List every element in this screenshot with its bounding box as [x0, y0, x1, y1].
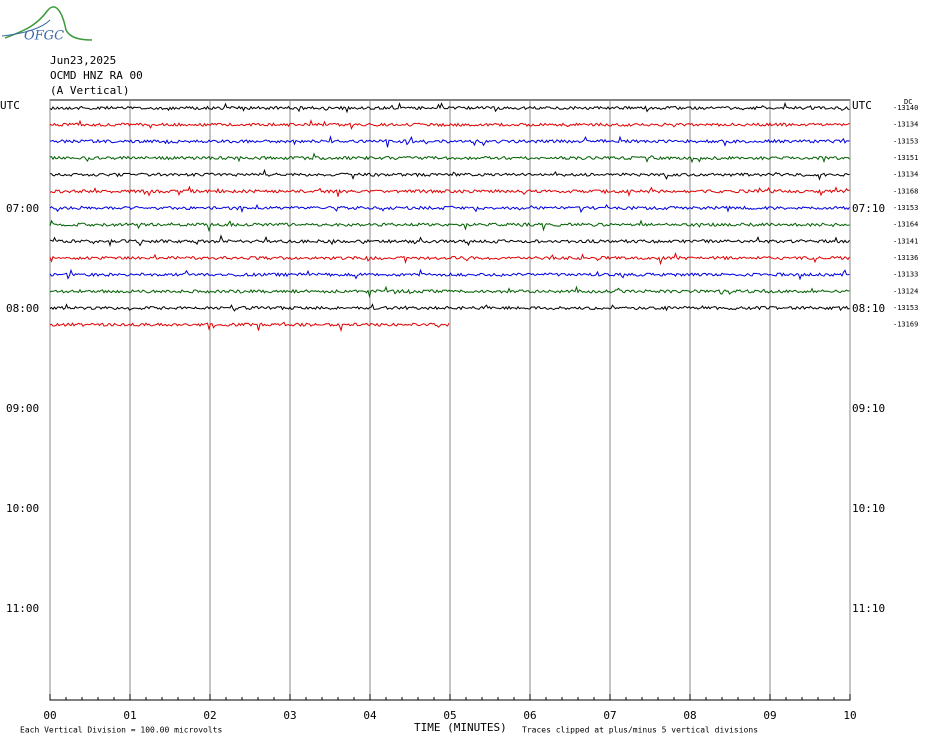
trace	[49, 203, 850, 214]
hour-label-right: 07:10	[852, 202, 885, 215]
clip-note: Traces clipped at plus/minus 5 vertical …	[522, 726, 758, 735]
trace-offset: -13151	[893, 154, 918, 162]
hour-label-left: 08:00	[6, 302, 39, 315]
x-tick-label: 01	[123, 709, 136, 722]
trace	[49, 135, 850, 148]
trace	[49, 303, 850, 312]
hour-label-left: UTC	[0, 99, 20, 112]
x-tick-label: 02	[203, 709, 216, 722]
hour-label-left: 10:00	[6, 502, 39, 515]
trace-offset: -13134	[893, 121, 918, 129]
trace-offset: -13153	[893, 137, 918, 145]
hour-label-right: 11:10	[852, 602, 885, 615]
hour-label-right: 09:10	[852, 402, 885, 415]
trace	[49, 268, 850, 281]
hour-label-right: 08:10	[852, 302, 885, 315]
dc-label: DC	[904, 98, 912, 106]
trace-offset: -13141	[893, 237, 918, 245]
logo-text: OFGC	[24, 29, 64, 44]
trace	[49, 234, 850, 247]
trace-offset: -13169	[893, 321, 918, 329]
trace	[49, 185, 850, 198]
trace	[49, 168, 850, 181]
hour-label-left: 07:00	[6, 202, 39, 215]
hour-label-left: 11:00	[6, 602, 39, 615]
trace-offset: -13153	[893, 304, 918, 312]
x-tick-label: 06	[523, 709, 536, 722]
x-tick-label: 09	[763, 709, 776, 722]
trace-offset: -13168	[893, 187, 918, 195]
x-tick-label: 05	[443, 709, 456, 722]
hour-label-right: 10:10	[852, 502, 885, 515]
trace-offset: -13153	[893, 204, 918, 212]
trace-offset: -13134	[893, 171, 918, 179]
logo-curve	[1, 19, 51, 37]
trace	[49, 251, 850, 266]
x-tick-label: 10	[843, 709, 856, 722]
x-tick-label: 08	[683, 709, 696, 722]
trace	[49, 321, 450, 333]
trace	[49, 119, 850, 131]
x-tick-label: 04	[363, 709, 377, 722]
x-axis-label: TIME (MINUTES)	[414, 721, 507, 734]
trace	[49, 285, 850, 299]
trace-offset: -13164	[893, 221, 918, 229]
hour-label-right: UTC	[852, 99, 872, 112]
trace	[49, 152, 850, 164]
x-tick-label: 07	[603, 709, 616, 722]
trace-offset: -13124	[893, 287, 918, 295]
x-tick-label: 00	[43, 709, 56, 722]
hour-label-left: 09:00	[6, 402, 39, 415]
scale-note: Each Vertical Division = 100.00 microvol…	[20, 726, 222, 735]
trace	[49, 219, 850, 233]
x-tick-label: 03	[283, 709, 296, 722]
date: Jun23,2025	[50, 54, 116, 67]
component: (A Vertical)	[50, 84, 129, 97]
station: OCMD HNZ RA 00	[50, 69, 143, 82]
trace-offset: -13133	[893, 271, 918, 279]
trace-offset: -13140	[893, 104, 918, 112]
logo-curve	[4, 6, 93, 41]
trace	[49, 101, 850, 114]
trace-offset: -13136	[893, 254, 918, 262]
